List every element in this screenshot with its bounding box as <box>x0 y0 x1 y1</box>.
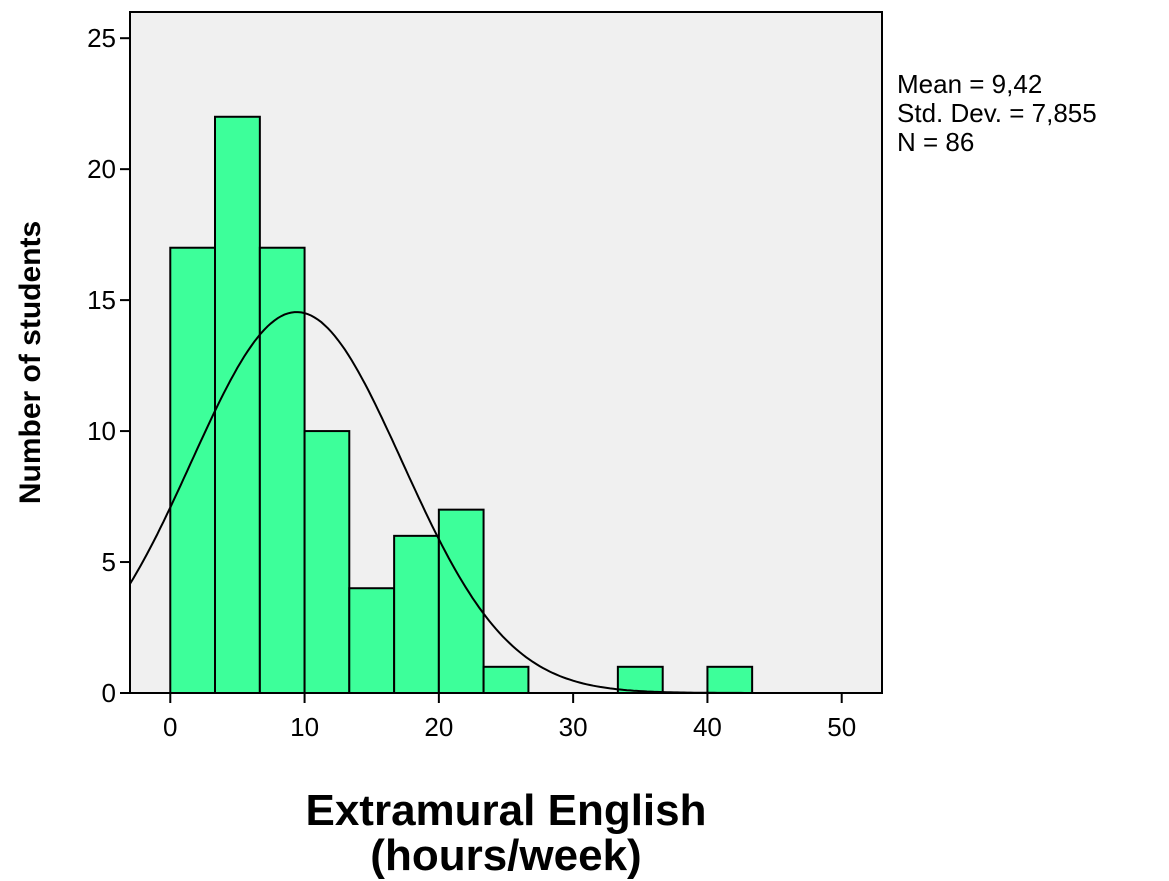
histogram-bar-7 <box>482 665 530 694</box>
x-axis-label-line-1: Extramural English <box>305 786 706 835</box>
histogram-bars <box>169 115 754 695</box>
x-tick-label: 10 <box>290 712 319 742</box>
histogram-bar-12 <box>706 665 754 694</box>
histogram-bar-0 <box>169 246 217 694</box>
mean-stat: Mean = 9,42 <box>897 69 1043 99</box>
histogram-bar-4 <box>348 587 396 695</box>
histogram-bar-3 <box>303 430 351 694</box>
y-tick-label: 15 <box>87 285 116 315</box>
std-dev-stat: Std. Dev. = 7,855 <box>897 98 1097 128</box>
y-tick-label: 20 <box>87 154 116 184</box>
x-tick-label: 50 <box>827 712 856 742</box>
x-tick-label: 40 <box>693 712 722 742</box>
histogram-bar-1 <box>214 115 261 695</box>
y-tick-label: 25 <box>87 23 116 53</box>
histogram-bar-2 <box>258 246 306 694</box>
n-stat: N = 86 <box>897 127 975 157</box>
y-tick-label: 5 <box>102 547 116 577</box>
histogram-bar-10 <box>616 665 664 694</box>
histogram-bar-6 <box>437 508 485 694</box>
y-tick-label: 0 <box>102 678 116 708</box>
x-tick-label: 0 <box>163 712 177 742</box>
x-tick-label: 30 <box>559 712 588 742</box>
x-tick-label: 20 <box>424 712 453 742</box>
histogram-bar-5 <box>393 534 440 694</box>
y-axis-label: Number of students <box>14 221 47 504</box>
x-axis-label-line-2: (hours/week) <box>370 831 641 880</box>
y-axis: 0 5 10 15 20 25 <box>87 23 130 708</box>
stats-box: Mean = 9,42 Std. Dev. = 7,855 N = 86 <box>897 70 1097 157</box>
plot-frame <box>129 11 883 694</box>
x-axis: 0 10 20 30 40 50 <box>163 693 856 742</box>
y-tick-label: 10 <box>87 416 116 446</box>
